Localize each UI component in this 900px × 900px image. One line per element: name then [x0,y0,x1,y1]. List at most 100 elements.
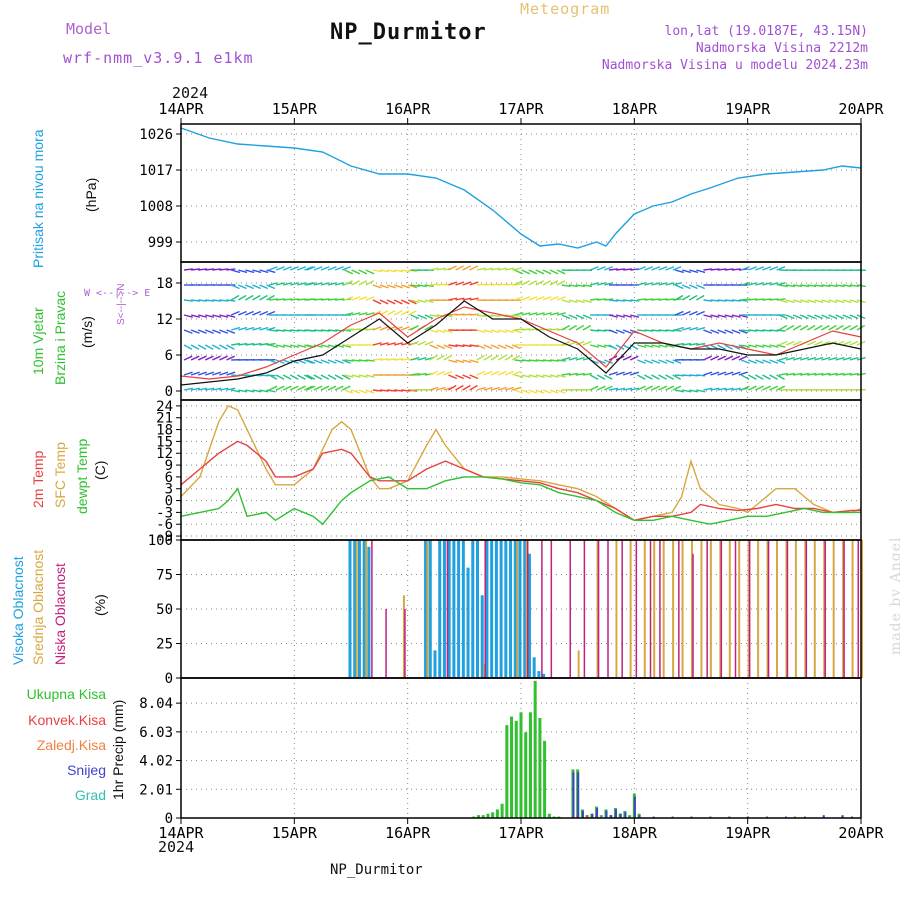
wind-barb [341,359,351,364]
wind-barb [561,340,571,346]
wind-barb [651,344,661,348]
wind-barb [674,310,684,316]
wind-barb [681,310,691,316]
wind-barb [320,282,330,286]
wind-barb [717,371,727,376]
wind-barb [490,344,500,350]
wind-barb [504,344,514,350]
wind-barb [778,314,788,320]
wind-barb [190,268,201,271]
wind-barb [476,344,486,350]
wind-barb [410,324,419,331]
wind-barb [410,284,420,288]
wind-barb [231,326,241,331]
wind-barb [549,328,559,331]
wind-barb [644,344,654,348]
wind-barb [689,310,698,316]
wind-barb [429,370,439,376]
wind-barb [561,356,571,361]
wind-barb [568,356,578,361]
wind-barb [521,389,531,394]
x-tick-label-bottom: 15APR [272,824,318,842]
wind-barb [651,329,661,332]
wind-barb [289,359,299,364]
wind-barb [542,359,552,362]
wind-barb [401,389,411,392]
wind-barb [644,266,654,271]
wind-barb [183,387,193,391]
wind-barb [535,269,545,275]
wind-barb [748,385,757,391]
year-bottom: 2024 [158,838,195,856]
wind-barb [776,266,786,271]
wind-barb [769,282,779,286]
wind-barb [455,344,465,348]
wind-barb [483,354,493,361]
wind-barb [226,329,236,334]
wind-barb [724,268,734,271]
wind-barb [778,299,788,304]
wind-barb [379,389,389,392]
credit-text: made by Angel [888,536,900,656]
pressure-label: Pritisak na nivou mora [30,129,46,268]
wind-barb [778,340,788,346]
wind-barb [644,329,654,332]
wind-barb [455,359,465,364]
wind-barb [622,314,633,318]
wind-barb [245,342,255,346]
wind-barb [528,296,538,301]
wind-barb [597,282,607,286]
wind-barb [561,372,571,376]
wind-barb [724,329,734,334]
wind-barb [401,284,410,289]
wind-barb [268,266,278,271]
wind-barb [521,296,531,301]
wind-barb [365,328,375,331]
wind-barb [429,354,438,361]
wind-barb [190,355,200,361]
wind-barb [672,329,682,332]
wind-barb [275,282,285,286]
wind-barb [320,374,330,380]
wind-barb [455,374,465,380]
y-tick-label: 50 [156,602,173,618]
panel-0: 999 1008 1017 1026 [139,124,861,262]
wind-barb [703,314,713,318]
wind-barb [365,359,375,362]
wind-barb [748,298,758,301]
wind-barb [835,372,845,376]
wind-barb [275,329,286,332]
wind-barb [205,314,215,318]
y-tick-label: 18 [156,423,173,439]
wind-barb [183,268,194,271]
wind-barb [604,298,614,301]
precip-bar [510,716,514,818]
wind-barb [212,387,222,391]
wind-barb [351,296,361,301]
wind-barb [665,385,675,391]
wind-barb [358,312,368,316]
wind-barb [386,389,397,392]
y-tick-label: 6.03 [139,725,173,741]
pressure-unit: (hPa) [83,177,99,212]
wind-barb [297,344,307,348]
wind-barb [245,284,254,290]
wind-barb [429,329,439,334]
wind-barb [462,265,472,271]
wind-barb [327,385,337,391]
wind-barb [197,314,208,318]
wind-barb [245,326,255,331]
wind-barb [443,370,453,376]
precip-bar [610,815,613,818]
wind-barb [290,282,300,286]
wind-barb [429,386,439,391]
wind-barb [476,354,485,361]
wind-barb [731,314,741,318]
wind-barb [511,354,521,361]
wind-barb [219,314,229,318]
wind-barb [436,267,446,271]
precip-bar [624,812,627,818]
wind-barb [335,298,345,301]
wind-barb [741,329,751,332]
wind-barb [731,299,741,302]
